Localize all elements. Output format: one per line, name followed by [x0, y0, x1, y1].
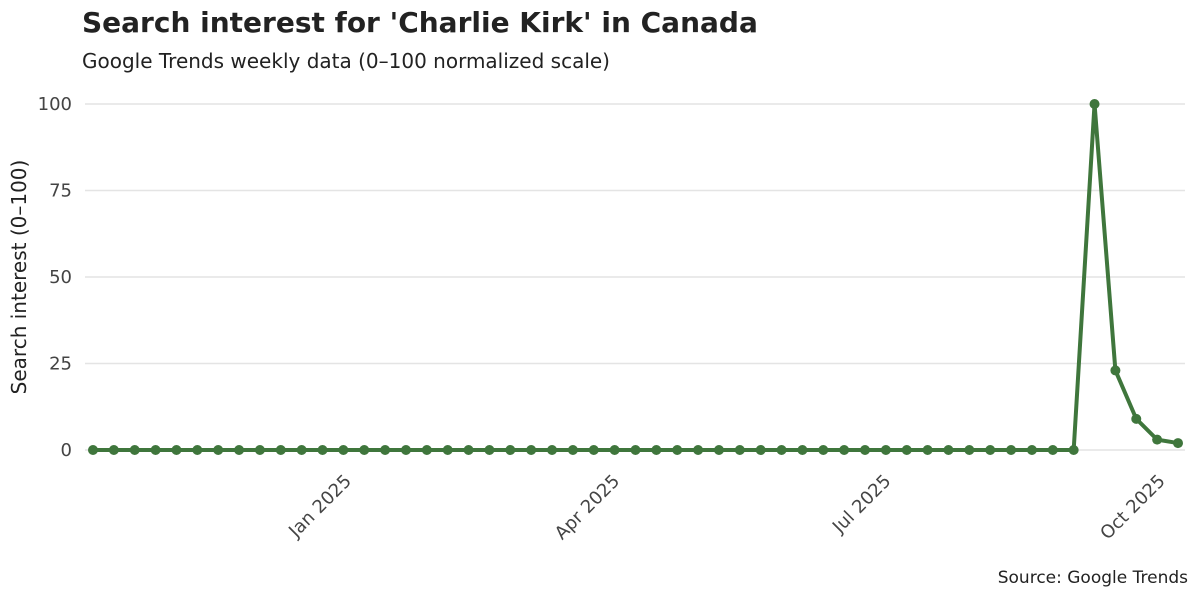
data-point — [672, 445, 683, 455]
y-tick-label: 100 — [38, 94, 72, 115]
data-point — [839, 445, 850, 455]
data-point — [901, 445, 912, 455]
data-point — [275, 445, 286, 455]
y-axis-label: Search interest (0–100) — [7, 160, 31, 395]
y-tick-label: 50 — [49, 267, 72, 288]
data-point — [442, 445, 453, 455]
x-tick-label: Jan 2025 — [284, 471, 356, 543]
data-point — [943, 445, 954, 455]
data-point — [463, 445, 474, 455]
data-point — [713, 445, 724, 455]
data-point — [129, 445, 140, 455]
data-point — [1131, 413, 1142, 424]
data-point — [421, 445, 432, 455]
data-point — [484, 445, 495, 455]
data-point — [985, 445, 996, 455]
data-point — [526, 445, 537, 455]
data-point — [1047, 445, 1058, 455]
data-point — [693, 445, 704, 455]
chart-subtitle: Google Trends weekly data (0–100 normali… — [82, 49, 610, 73]
data-point — [1068, 445, 1079, 455]
data-point — [880, 445, 891, 455]
y-tick-label: 0 — [61, 440, 72, 461]
data-point — [234, 445, 245, 455]
data-point — [192, 445, 203, 455]
data-point — [1089, 99, 1100, 109]
data-point — [776, 445, 787, 455]
x-tick-label: Apr 2025 — [551, 471, 624, 544]
data-point — [505, 445, 516, 455]
data-point — [359, 445, 370, 455]
data-point — [108, 445, 119, 455]
y-tick-label: 25 — [49, 354, 72, 375]
data-point — [317, 445, 328, 455]
data-point — [1173, 438, 1183, 449]
data-point — [567, 445, 578, 455]
x-tick-label: Jul 2025 — [828, 471, 895, 538]
data-point — [797, 445, 808, 455]
data-point — [922, 445, 933, 455]
data-point — [588, 445, 599, 455]
x-tick-label: Oct 2025 — [1096, 471, 1169, 544]
data-point — [150, 445, 161, 455]
data-point — [338, 445, 349, 455]
data-point — [818, 445, 829, 455]
data-point — [1110, 365, 1121, 376]
data-point — [400, 445, 411, 455]
chart-title: Search interest for 'Charlie Kirk' in Ca… — [82, 6, 758, 39]
data-point — [547, 445, 558, 455]
data-point — [171, 445, 182, 455]
data-point — [755, 445, 766, 455]
y-tick-label: 75 — [49, 181, 72, 202]
data-point — [88, 445, 98, 455]
data-point — [964, 445, 975, 455]
data-point — [254, 445, 265, 455]
data-point — [1006, 445, 1017, 455]
data-point — [296, 445, 307, 455]
data-point — [1026, 445, 1037, 455]
source: Source: Google Trends — [998, 568, 1188, 588]
data-point — [630, 445, 641, 455]
data-point — [860, 445, 871, 455]
data-point — [609, 445, 620, 455]
data-point — [734, 445, 745, 455]
data-point — [213, 445, 224, 455]
data-point — [1152, 434, 1163, 445]
data-point — [651, 445, 662, 455]
data-point — [380, 445, 391, 455]
